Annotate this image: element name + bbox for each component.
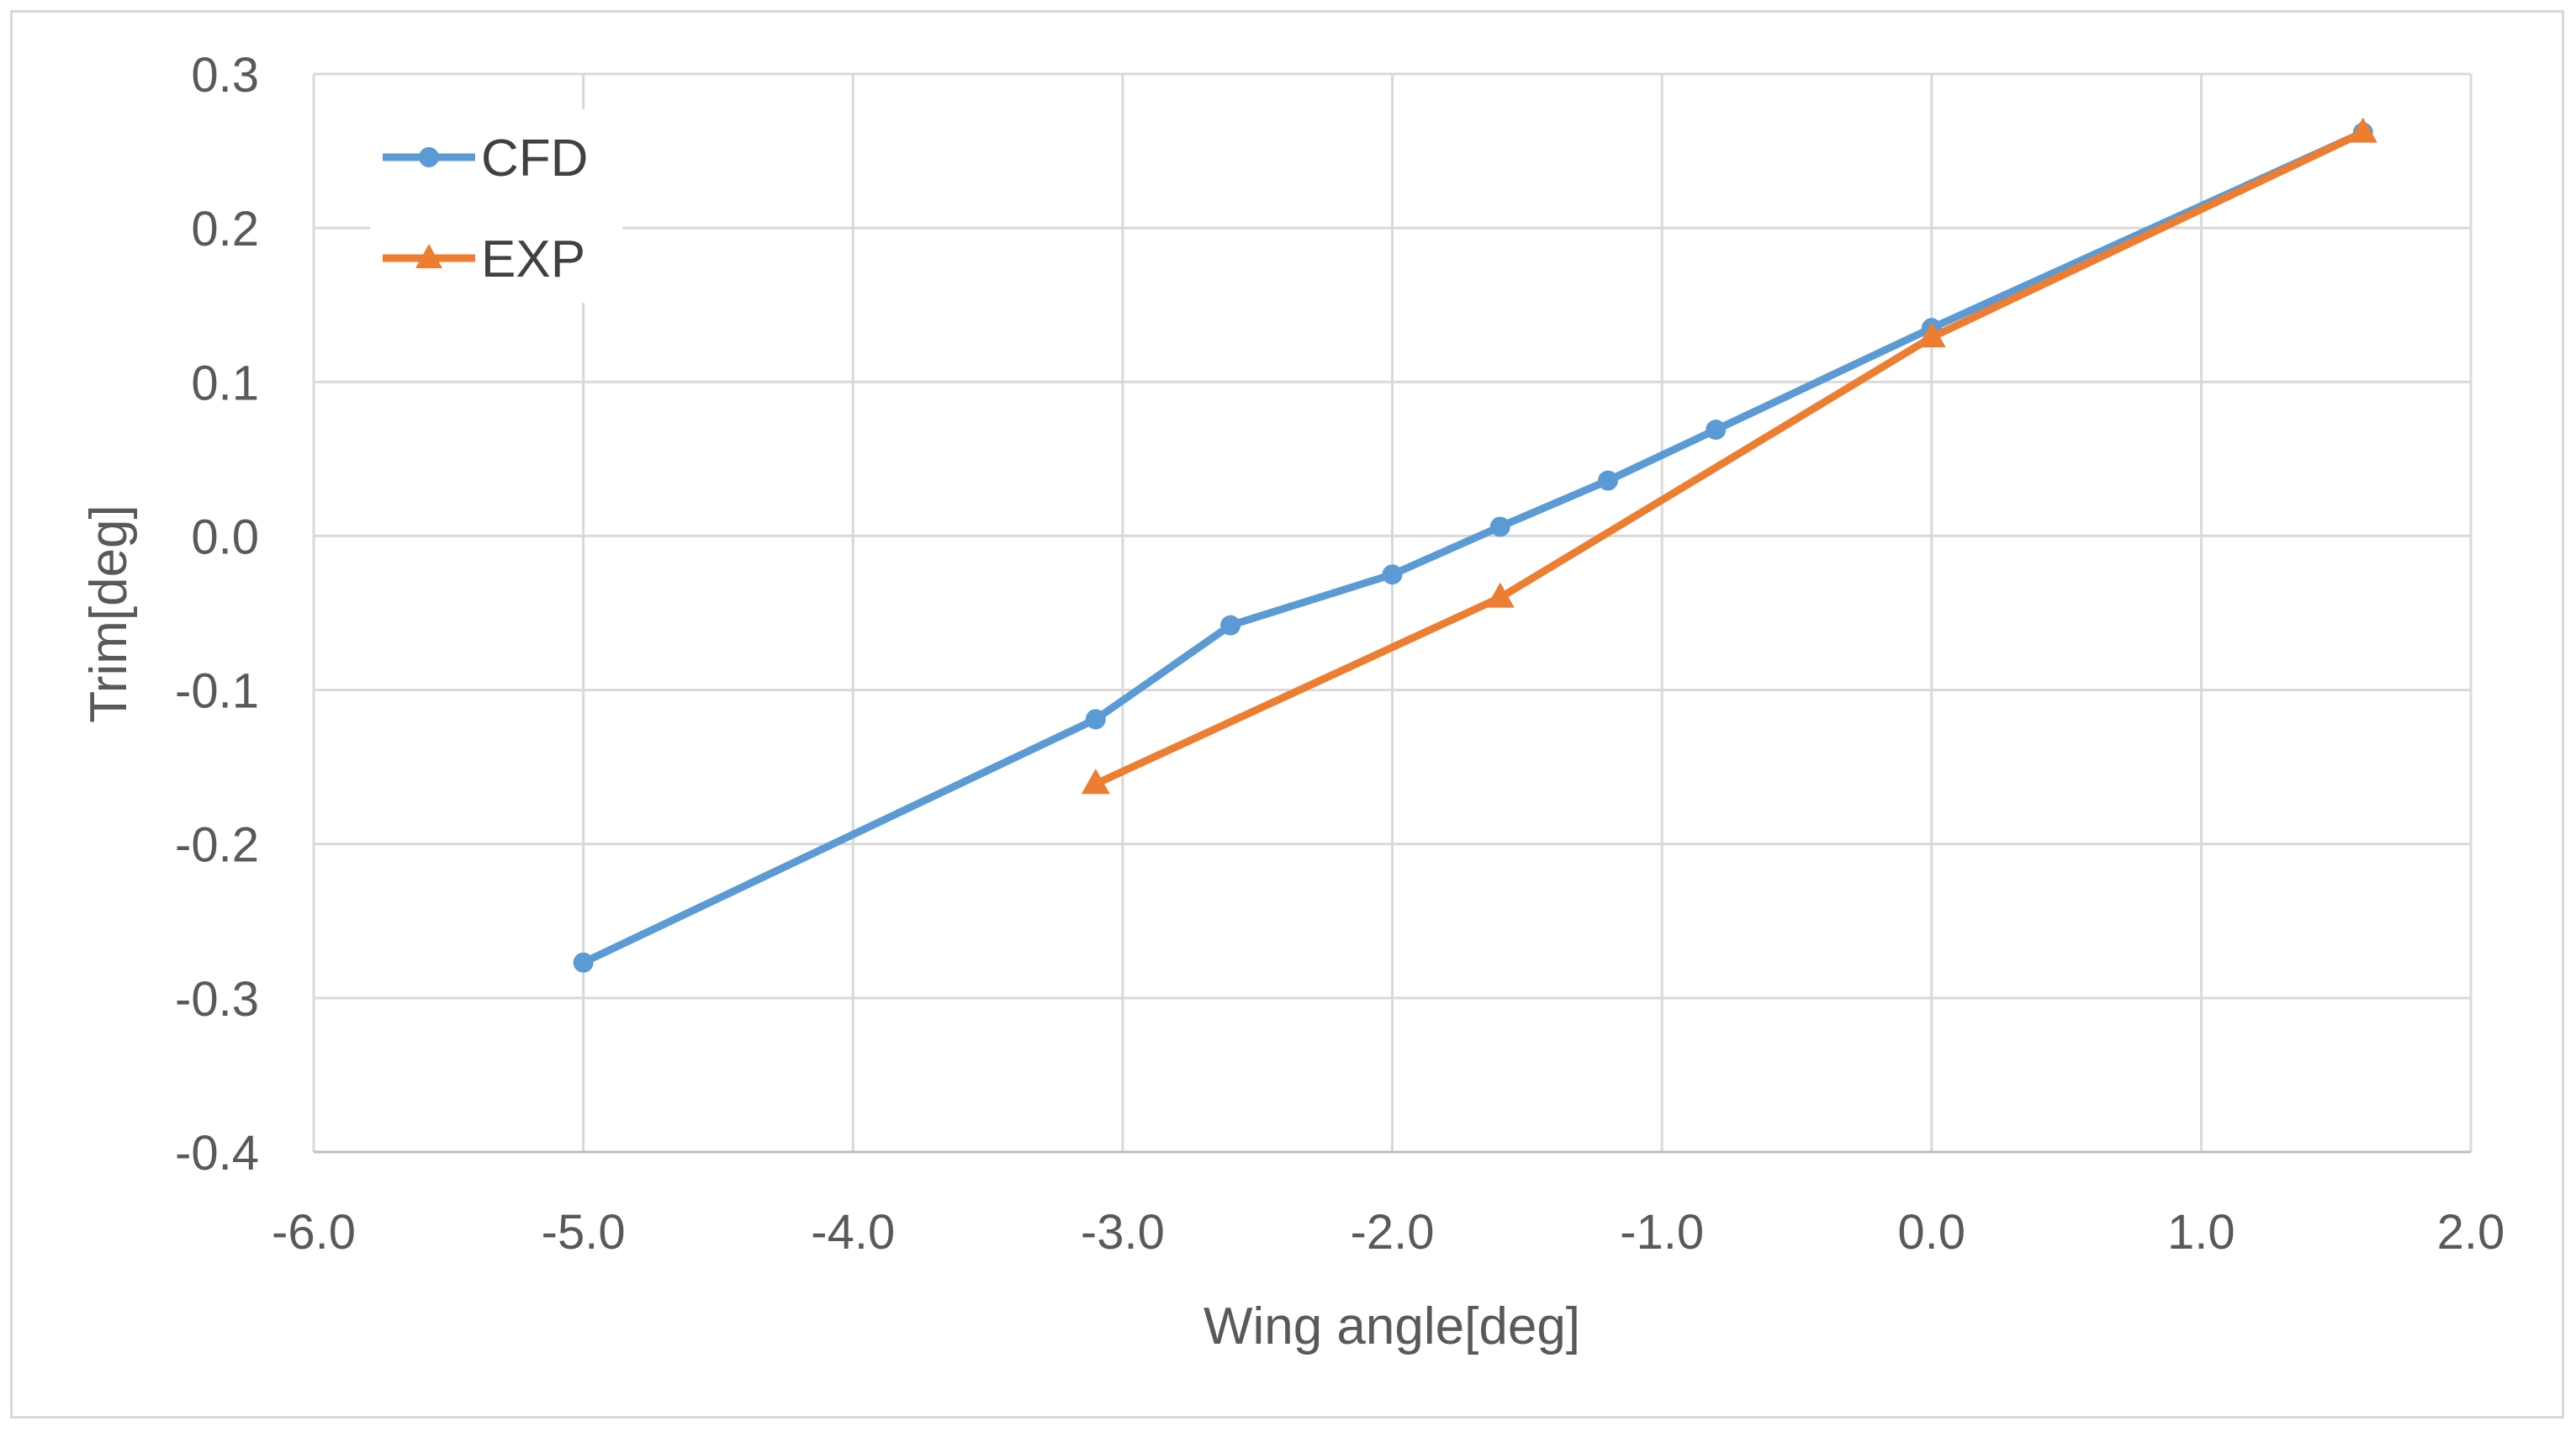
legend-label-exp: EXP (481, 230, 585, 288)
legend: CFD EXP (370, 109, 622, 303)
data-point-cfd (1382, 564, 1403, 585)
y-tick-label: 0.0 (191, 510, 259, 564)
data-point-exp (1917, 322, 1946, 348)
y-tick-label: -0.1 (175, 664, 259, 719)
data-point-cfd (1085, 709, 1106, 730)
data-point-exp (1485, 582, 1515, 608)
legend-marker-cfd (419, 147, 439, 167)
series-line-exp (1092, 129, 2367, 788)
y-tick-label: -0.3 (175, 972, 259, 1027)
y-tick-label: 0.2 (191, 202, 259, 256)
data-point-cfd (1220, 615, 1241, 636)
legend-label-cfd: CFD (481, 129, 588, 188)
y-tick-label: 0.3 (191, 48, 259, 103)
series-group (573, 117, 2378, 973)
x-tick-label: -1.0 (1620, 1205, 1704, 1260)
x-tick-label: 2.0 (2437, 1205, 2505, 1260)
legend-marker-exp (415, 244, 442, 268)
data-point-cfd (1706, 420, 1727, 441)
data-point-cfd (573, 952, 594, 973)
y-tick-label: -0.2 (175, 818, 259, 873)
series-exp (1081, 117, 2378, 795)
x-tick-label: -5.0 (542, 1205, 626, 1260)
data-point-exp (1081, 769, 1110, 795)
legend-background (370, 109, 622, 303)
x-tick-label: -2.0 (1351, 1205, 1435, 1260)
x-axis-label: Wing angle[deg] (1203, 1297, 1580, 1355)
x-tick-label: -6.0 (272, 1205, 356, 1260)
x-tick-label: 1.0 (2167, 1205, 2235, 1260)
y-tick-label: -0.4 (175, 1126, 259, 1181)
x-tick-labels: -6.0 -5.0 -4.0 -3.0 -2.0 -1.0 0.0 1.0 2.0 (272, 1205, 2505, 1260)
x-tick-label: -4.0 (811, 1205, 895, 1260)
x-tick-label: -3.0 (1081, 1205, 1165, 1260)
y-tick-labels: -0.4 -0.3 -0.2 -0.1 0.0 0.1 0.2 0.3 (175, 48, 259, 1181)
y-axis-label: Trim[deg] (80, 505, 138, 723)
data-point-cfd (1489, 516, 1510, 537)
y-tick-label: 0.1 (191, 356, 259, 410)
data-point-exp (2348, 117, 2378, 143)
data-point-cfd (1598, 470, 1618, 491)
x-tick-label: 0.0 (1897, 1205, 1965, 1260)
